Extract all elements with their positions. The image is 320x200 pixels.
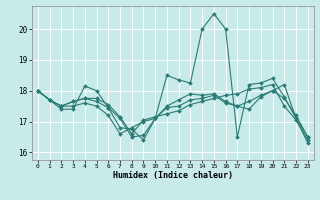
X-axis label: Humidex (Indice chaleur): Humidex (Indice chaleur) xyxy=(113,171,233,180)
